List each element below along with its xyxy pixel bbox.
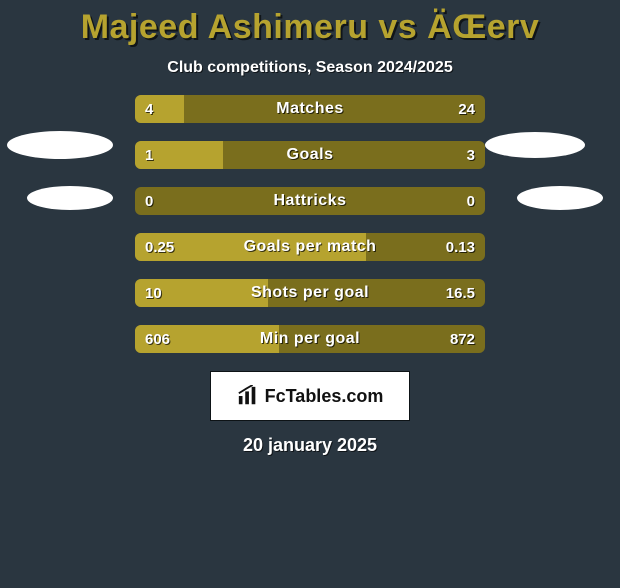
stat-label: Goals per match (135, 233, 485, 261)
stat-label: Shots per goal (135, 279, 485, 307)
player-photo-placeholder (485, 132, 585, 158)
stat-value-right: 24 (458, 95, 475, 123)
player-photo-placeholder (7, 131, 113, 159)
stat-rows: 4Matches24 1Goals3 0Hattricks0 0.25Goals pe… (135, 95, 485, 353)
stat-value-right: 16.5 (446, 279, 475, 307)
player-photo-placeholder (517, 186, 603, 210)
stat-row: 4Matches24 (135, 95, 485, 123)
stat-label: Matches (135, 95, 485, 123)
stat-row: 0.25Goals per match0.13 (135, 233, 485, 261)
stat-value-right: 0 (467, 187, 475, 215)
stat-row: 606Min per goal872 (135, 325, 485, 353)
stat-label: Hattricks (135, 187, 485, 215)
player-photo-placeholder (27, 186, 113, 210)
stat-value-right: 872 (450, 325, 475, 353)
stat-row: 1Goals3 (135, 141, 485, 169)
brand-badge: FcTables.com (210, 371, 410, 421)
stat-row: 10Shots per goal16.5 (135, 279, 485, 307)
comparison-title: Majeed Ashimeru vs ÄŒerv (0, 8, 620, 47)
snapshot-date: 20 january 2025 (0, 435, 620, 456)
stat-value-right: 0.13 (446, 233, 475, 261)
brand-text: FcTables.com (265, 386, 384, 407)
stat-label: Min per goal (135, 325, 485, 353)
chart-icon (237, 385, 259, 407)
stat-label: Goals (135, 141, 485, 169)
comparison-subtitle: Club competitions, Season 2024/2025 (0, 59, 620, 77)
stat-value-right: 3 (467, 141, 475, 169)
stat-row: 0Hattricks0 (135, 187, 485, 215)
